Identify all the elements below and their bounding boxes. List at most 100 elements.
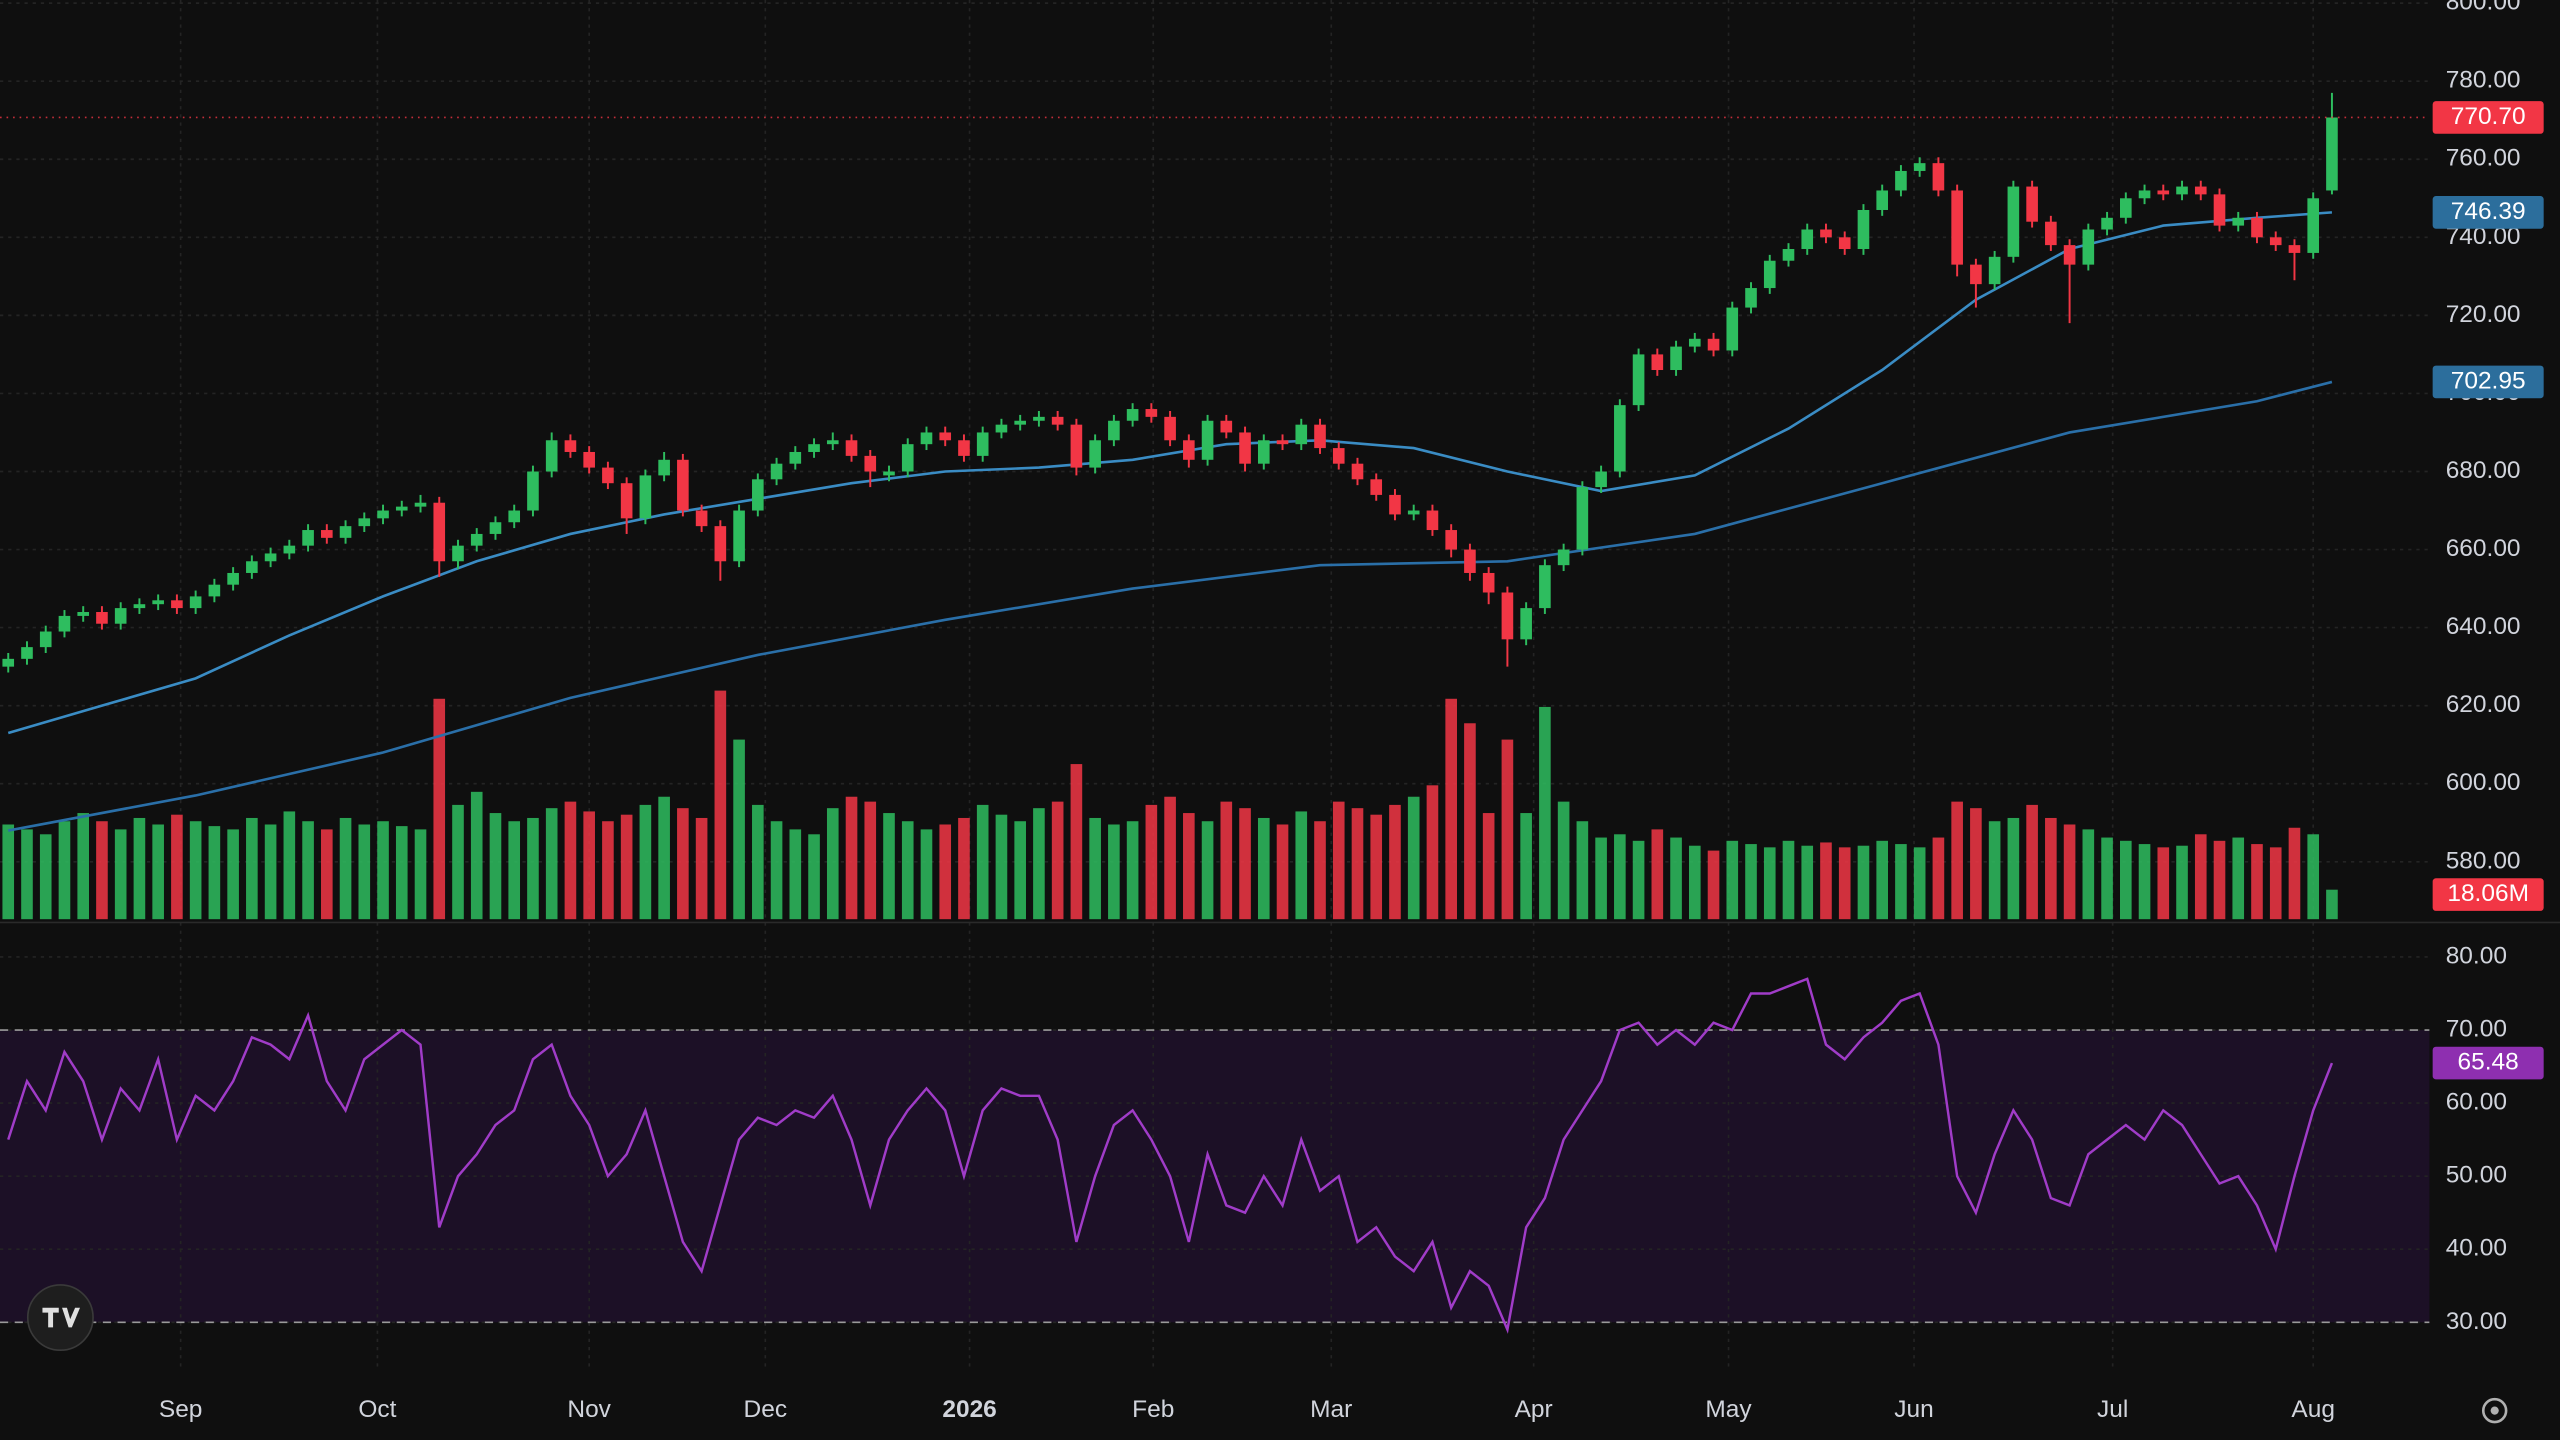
candle-body	[1651, 354, 1664, 371]
x-tick-label: Sep	[159, 1396, 203, 1423]
candle-body	[2138, 190, 2151, 199]
volume-bar	[1482, 813, 1495, 920]
volume-bar	[2101, 837, 2113, 920]
y-tick-label: 800.00	[2446, 0, 2521, 16]
candle-body	[1239, 432, 1251, 464]
volume-bar	[1164, 796, 1176, 920]
volume-bar	[2045, 817, 2057, 920]
volume-bar	[2307, 834, 2320, 920]
volume-bar	[2119, 840, 2132, 920]
volume-bar	[77, 813, 90, 920]
candle-body	[171, 600, 183, 609]
candle-body	[208, 584, 221, 597]
y-tick-label: 780.00	[2446, 67, 2521, 94]
candle-body	[845, 440, 858, 456]
candle-body	[1501, 592, 1514, 640]
rsi-tick-label: 30.00	[2446, 1308, 2507, 1335]
candle-body	[1033, 416, 1045, 421]
candle-body	[939, 432, 952, 441]
x-tick-label: Jun	[1894, 1396, 1933, 1423]
y-tick-label: 680.00	[2446, 457, 2521, 484]
candle-body	[1614, 405, 1626, 472]
candle-body	[1126, 409, 1139, 421]
candle-body	[1745, 288, 1757, 308]
volume-bar	[1220, 801, 1233, 920]
volume-bar	[208, 826, 221, 920]
volume-bar	[1970, 808, 1982, 920]
volume-bar	[1557, 801, 1570, 920]
x-tick-label: Dec	[744, 1396, 788, 1423]
candle-body	[1838, 237, 1851, 250]
candle-body	[1276, 440, 1289, 445]
volume-bar	[1257, 817, 1270, 920]
candle-body	[770, 463, 783, 480]
volume-bar	[1239, 808, 1251, 920]
candle-body	[677, 459, 689, 511]
x-tick-label: Mar	[1310, 1396, 1352, 1423]
volume-bar	[339, 817, 352, 920]
candle-body	[2007, 186, 2020, 257]
volume-bar	[1838, 847, 1851, 920]
volume-bar	[602, 821, 614, 920]
logo	[26, 1284, 94, 1352]
candle-body	[1370, 479, 1383, 495]
candle-body	[1051, 416, 1064, 425]
volume-bar	[2063, 824, 2076, 920]
volume-bar	[939, 824, 952, 920]
candle-body	[1089, 440, 1101, 468]
volume-bar	[21, 829, 33, 920]
candle-body	[733, 510, 745, 562]
y-tick-label: 720.00	[2446, 301, 2521, 328]
x-tick-label: 2026	[942, 1396, 996, 1423]
candle-body	[620, 483, 633, 519]
volume-bar	[2007, 817, 2020, 920]
candle-body	[1520, 608, 1532, 640]
volume-bar	[1426, 785, 1439, 920]
volume-bar	[1932, 837, 1945, 920]
volume-bar	[1745, 844, 1757, 920]
price-label: 770.70	[2451, 103, 2526, 130]
volume-bar	[1895, 844, 1907, 920]
candle-body	[639, 475, 652, 519]
candle-body	[2101, 217, 2113, 230]
volume-bar	[1670, 837, 1682, 920]
candle-body	[1070, 424, 1083, 468]
candle-body	[377, 510, 389, 519]
candle-body	[2, 658, 15, 667]
candle-body	[1557, 549, 1570, 566]
volume-bar	[527, 817, 539, 920]
candle-body	[1670, 346, 1682, 371]
candle-body	[901, 444, 914, 472]
candle-body	[2082, 229, 2095, 265]
volume-bar	[1820, 842, 1832, 920]
rsi-line	[7, 977, 2334, 1334]
volume-bar	[752, 804, 764, 920]
volume-bar	[864, 801, 877, 920]
volume-bar	[1857, 845, 1870, 920]
volume-bar	[1276, 824, 1289, 920]
candle-body	[321, 530, 333, 538]
logo-mark	[42, 1307, 80, 1328]
candle-body	[58, 615, 71, 632]
volume-bar	[227, 829, 239, 920]
volume-bar	[1351, 808, 1364, 920]
candle-body	[2232, 217, 2245, 226]
volume-bar	[1445, 698, 1457, 920]
volume-bar	[452, 804, 464, 920]
volume-bar	[1876, 840, 1889, 920]
x-tick-label: Oct	[358, 1396, 396, 1423]
volume-bar	[302, 821, 314, 920]
volume-bar	[1632, 840, 1645, 920]
volume-bar	[545, 808, 558, 920]
candle-body	[2326, 117, 2338, 191]
candle-body	[1407, 510, 1420, 515]
candle-body	[995, 424, 1008, 433]
candle-body	[1801, 229, 1814, 250]
candle-body	[264, 553, 277, 562]
candle-body	[1220, 420, 1233, 433]
volume-bar	[1688, 845, 1701, 920]
candle-body	[1445, 530, 1457, 550]
volume-bar	[470, 791, 483, 920]
candle-body	[96, 612, 108, 624]
y-tick-label: 760.00	[2446, 145, 2521, 172]
